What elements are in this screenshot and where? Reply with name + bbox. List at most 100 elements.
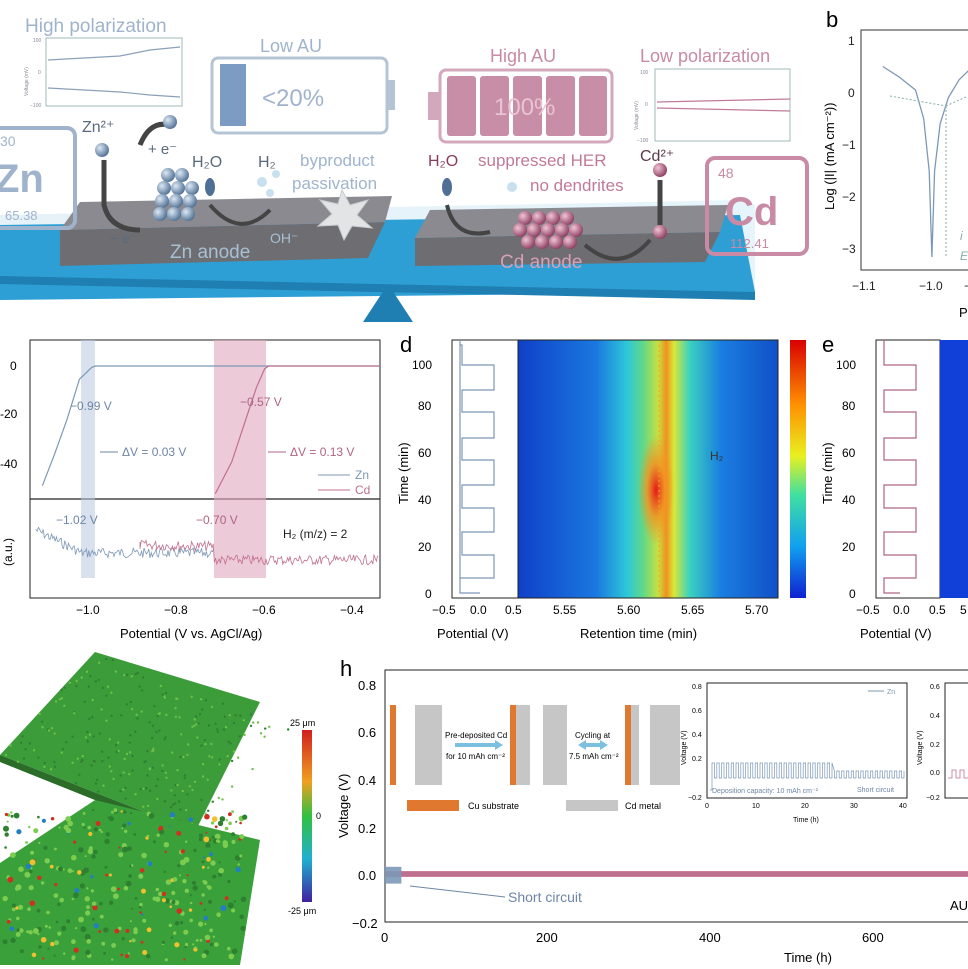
c-series-zn [41, 365, 380, 486]
speckle [158, 827, 161, 831]
speckle [142, 787, 145, 790]
speckle [174, 783, 177, 787]
h-inset1-zn-trace [710, 762, 905, 791]
speckle [84, 896, 90, 902]
cd-flat-deposit [513, 211, 583, 249]
speckle [117, 749, 120, 753]
speckle [169, 905, 172, 908]
speckle [111, 958, 114, 961]
speckle [206, 856, 211, 862]
byproduct-label: byproduct [300, 151, 375, 170]
speckle [49, 768, 53, 771]
panel-b-frame [860, 29, 968, 271]
speckle [108, 900, 114, 905]
h-step1-arrow [455, 740, 503, 750]
speckle [193, 780, 197, 783]
speckle [155, 887, 160, 892]
speckle [201, 893, 205, 897]
speckle [235, 820, 238, 823]
speckle [101, 750, 104, 753]
speckle [209, 928, 214, 933]
speckle [174, 921, 180, 926]
speckle [216, 730, 220, 733]
speckle [214, 833, 221, 840]
speckle [54, 847, 57, 851]
speckle [195, 723, 198, 726]
speckle [164, 771, 168, 774]
speckle [172, 803, 175, 806]
speckle [199, 938, 203, 942]
low-pol-upper-trace [656, 98, 791, 103]
speckle [164, 898, 170, 904]
speckle [129, 734, 132, 737]
speckle [54, 940, 59, 946]
e-xtick: 0.0 [893, 603, 910, 617]
b-xtick: −1.1 [852, 279, 876, 293]
g-colorbar [302, 730, 312, 902]
speckle [15, 906, 19, 910]
speckle [113, 893, 119, 900]
speckle [203, 738, 206, 742]
e-ytick: 0 [849, 587, 856, 601]
h-cd-2b [543, 705, 567, 785]
d-ytick: 100 [412, 358, 432, 372]
h2o-molecule-left [205, 178, 215, 196]
speckle [227, 740, 230, 743]
speckle [165, 776, 168, 779]
speckle [201, 953, 207, 959]
speckle [218, 763, 221, 766]
speckle [190, 695, 193, 698]
speckle [226, 755, 229, 758]
speckle [85, 670, 89, 673]
speckle [193, 848, 197, 853]
speckle [95, 821, 101, 826]
speckle [79, 883, 85, 889]
speckle [161, 891, 167, 897]
speckle [105, 694, 108, 697]
speckle [164, 736, 167, 739]
speckle [203, 908, 206, 911]
speckle [81, 758, 84, 762]
h-xtick: 600 [862, 930, 884, 945]
speckle [219, 816, 226, 822]
speckle [185, 808, 188, 812]
speckle [158, 891, 163, 897]
speckle [91, 698, 94, 702]
speckle [108, 765, 111, 768]
high-pol-lower-trace [47, 87, 181, 98]
speckle [53, 732, 56, 735]
speckle [124, 954, 130, 959]
low-au-label: Low AU [260, 36, 322, 56]
panel-h-cycling: h 0.8 0.6 0.4 0.2 0.0 −0.2 0 200 400 600… [336, 656, 968, 965]
speckle [91, 854, 96, 859]
e-potential-trace [883, 340, 917, 594]
speckle [184, 946, 187, 949]
h-cu-3 [625, 705, 631, 785]
speckle [97, 790, 100, 793]
speckle [204, 812, 207, 815]
speckle [178, 716, 181, 719]
speckle [193, 724, 196, 727]
speckle [139, 788, 142, 791]
speckle [71, 854, 77, 861]
speckle [53, 765, 57, 768]
speckle [168, 923, 172, 928]
zn-anode-top [60, 196, 392, 230]
speckle [144, 787, 147, 790]
panel-g-topography: 25 μm 0 -25 μm [0, 652, 321, 965]
d-xtick: 5.65 [681, 603, 705, 617]
speckle [37, 875, 42, 880]
speckle [239, 914, 244, 920]
speckle [94, 680, 98, 683]
speckle [122, 771, 125, 774]
h-inset1-xlabel: Time (h) [793, 817, 819, 824]
speckle [171, 900, 176, 904]
speckle [161, 940, 165, 945]
speckle [231, 832, 235, 837]
speckle [81, 754, 84, 758]
speckle [259, 732, 263, 735]
speckle [153, 705, 156, 708]
zn-onset-band [81, 340, 95, 578]
speckle [236, 756, 240, 759]
speckle [124, 797, 127, 800]
